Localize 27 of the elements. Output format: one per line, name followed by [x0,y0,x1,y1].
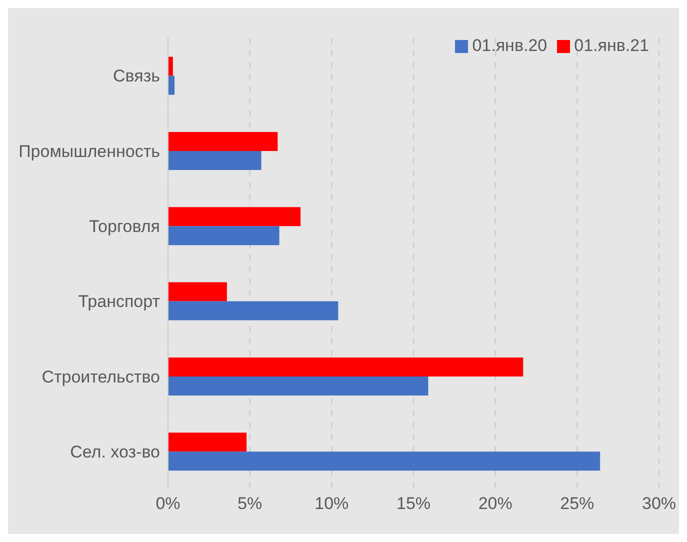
y-tick-label: Транспорт [78,292,160,312]
bar [168,56,173,76]
y-tick-label: Торговля [88,216,160,236]
bar [168,301,338,320]
x-tick-label: 0% [156,494,180,514]
bar [168,452,600,471]
legend-label: 01.янв.20 [472,36,548,55]
bar [168,376,428,396]
x-tick-label: 20% [478,494,512,514]
bar [168,207,301,226]
y-tick-label: Строительство [42,367,160,386]
x-tick-label: 30% [642,494,676,514]
bar [168,357,524,376]
x-tick-label: 25% [560,494,594,514]
legend-label: 01.янв.21 [574,36,649,55]
y-tick-label: Промышленность [18,142,160,161]
bar [168,132,278,151]
x-tick-label: 15% [396,494,431,514]
x-tick-label: 5% [238,494,262,514]
bar [168,282,227,302]
y-tick-label: Связь [113,66,160,86]
bar [168,76,175,95]
bar [168,226,280,246]
bar [168,150,262,170]
y-tick-label: Сел. хоз-во [70,442,160,462]
x-tick-label: 10% [314,494,349,514]
bar [168,432,247,452]
